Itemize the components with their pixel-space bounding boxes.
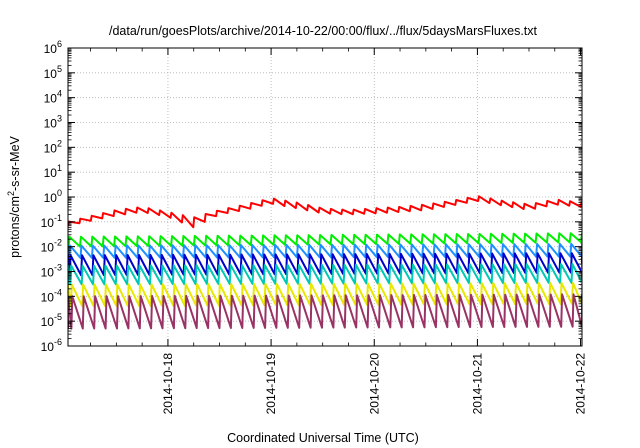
x-tick-label: 2014-10-18 xyxy=(161,353,175,415)
y-tick-label: 105 xyxy=(44,64,62,81)
series-2-line xyxy=(68,242,582,259)
y-tick-label: 103 xyxy=(44,114,62,131)
y-tick-label: 10-6 xyxy=(41,337,62,354)
y-tick-label: 106 xyxy=(44,39,62,56)
y-tick-label: 10-1 xyxy=(41,213,62,230)
series-5-line xyxy=(68,281,582,308)
y-axis: 10-6 10-5 10-4 10-3 10-2 10-1 100 101 102 103 104 1… xyxy=(41,39,582,354)
y-tick-label: 10-4 xyxy=(41,287,62,304)
series-lines xyxy=(68,195,582,330)
x-tick-label: 2014-10-21 xyxy=(470,353,484,415)
y-tick-label: 104 xyxy=(44,89,62,106)
series-4-line xyxy=(68,263,582,286)
series-6-line xyxy=(68,293,582,330)
chart-title: /data/run/goesPlots/archive/2014-10-22/0… xyxy=(109,24,538,38)
x-tick-label: 2014-10-22 xyxy=(574,353,588,415)
y-tick-label: 100 xyxy=(44,188,62,205)
x-axis: 2014-10-18 2014-10-19 2014-10-20 2014-10-21… xyxy=(90,48,588,415)
y-tick-label: 10-3 xyxy=(41,263,62,280)
y-axis-label: protons/cm2-s-sr-MeV xyxy=(6,135,22,257)
y-tick-label: 101 xyxy=(44,163,62,180)
x-tick-label: 2014-10-20 xyxy=(367,353,381,415)
series-3-line xyxy=(68,252,582,277)
y-tick-label: 10-2 xyxy=(41,238,62,255)
x-axis-label: Coordinated Universal Time (UTC) xyxy=(227,431,419,445)
series-0-line xyxy=(68,195,582,229)
y-tick-label: 102 xyxy=(44,138,62,155)
x-tick-label: 2014-10-19 xyxy=(264,353,278,415)
series-1-line xyxy=(68,232,582,248)
y-tick-label: 10-5 xyxy=(41,312,62,329)
